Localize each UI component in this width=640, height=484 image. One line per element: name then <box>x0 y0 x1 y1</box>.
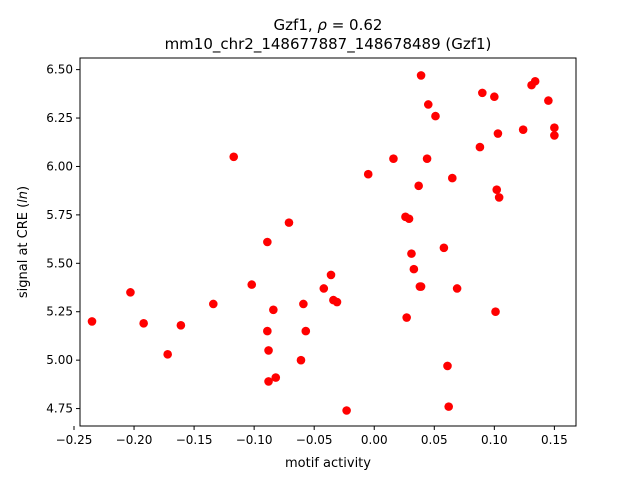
y-tick-label: 6.25 <box>46 111 73 125</box>
data-point <box>296 355 306 365</box>
data-point <box>490 92 499 102</box>
data-point <box>332 297 342 307</box>
data-point <box>263 326 272 336</box>
data-point <box>176 320 186 330</box>
data-point <box>263 237 272 247</box>
data-point <box>448 173 457 183</box>
chart-title-line2: mm10_chr2_148677887_148678489 (Gzf1) <box>165 35 492 54</box>
data-point <box>126 288 135 297</box>
plot-frame <box>79 57 577 427</box>
data-point <box>284 218 294 227</box>
x-tick-label: −0.15 <box>176 433 213 447</box>
y-tick-label: 5.75 <box>46 208 73 222</box>
data-point <box>416 282 426 291</box>
y-tick-label: 6.50 <box>46 63 73 77</box>
y-tick-label: 5.50 <box>46 256 73 270</box>
data-point <box>271 373 281 382</box>
data-point <box>209 299 218 309</box>
data-point <box>478 88 487 98</box>
y-tick-label: 6.00 <box>46 159 73 173</box>
data-point <box>431 111 440 121</box>
data-point <box>363 169 373 179</box>
y-tick-label: 5.25 <box>46 305 73 319</box>
data-point <box>416 71 426 80</box>
x-axis-label: motif activity <box>285 456 371 471</box>
x-tick-label: 0.15 <box>541 433 568 447</box>
data-point <box>404 214 414 224</box>
x-tick-label: 0.05 <box>421 433 448 447</box>
data-point <box>444 402 453 411</box>
data-point <box>492 185 502 195</box>
data-point <box>550 123 559 133</box>
data-point <box>550 131 559 140</box>
y-axis-label: signal at CRE (ln) <box>16 186 31 298</box>
data-point <box>409 264 419 274</box>
data-point <box>163 350 172 359</box>
y-tick-label: 4.75 <box>46 402 73 416</box>
data-point <box>493 129 503 138</box>
x-tick-label: −0.10 <box>236 433 273 447</box>
x-tick-label: −0.25 <box>56 433 93 447</box>
x-tick-label: −0.20 <box>116 433 153 447</box>
data-point <box>452 284 462 293</box>
data-point <box>439 243 449 253</box>
data-point <box>414 181 423 191</box>
data-point <box>443 361 452 371</box>
data-point <box>342 406 351 415</box>
data-point <box>139 319 148 328</box>
data-point <box>518 125 528 134</box>
data-point <box>491 307 500 317</box>
data-point <box>544 96 553 105</box>
y-tick-label: 5.00 <box>46 353 73 367</box>
data-point <box>264 377 273 386</box>
chart-title-line1: Gzf1, ρ = 0.62 <box>274 16 383 34</box>
data-point <box>402 313 411 322</box>
data-point <box>423 100 433 109</box>
data-point <box>301 326 311 336</box>
data-point <box>494 193 504 202</box>
x-tick-label: 0.00 <box>361 433 388 447</box>
data-point <box>389 154 398 164</box>
data-point <box>530 76 540 86</box>
data-point <box>299 299 308 309</box>
data-point <box>264 346 273 355</box>
data-point <box>326 270 336 280</box>
data-point <box>247 280 257 289</box>
data-point <box>87 317 97 326</box>
data-point <box>269 305 278 315</box>
data-point <box>422 154 432 164</box>
x-tick-label: 0.10 <box>481 433 508 447</box>
x-tick-label: −0.05 <box>296 433 333 447</box>
plot-area: −0.25 −0.20 −0.15 −0.10 −0.05 0.00 0.05 0.10 0.1… <box>46 57 577 447</box>
data-point <box>319 284 329 293</box>
data-point <box>229 152 239 162</box>
data-point <box>407 249 416 258</box>
data-point <box>475 142 485 152</box>
